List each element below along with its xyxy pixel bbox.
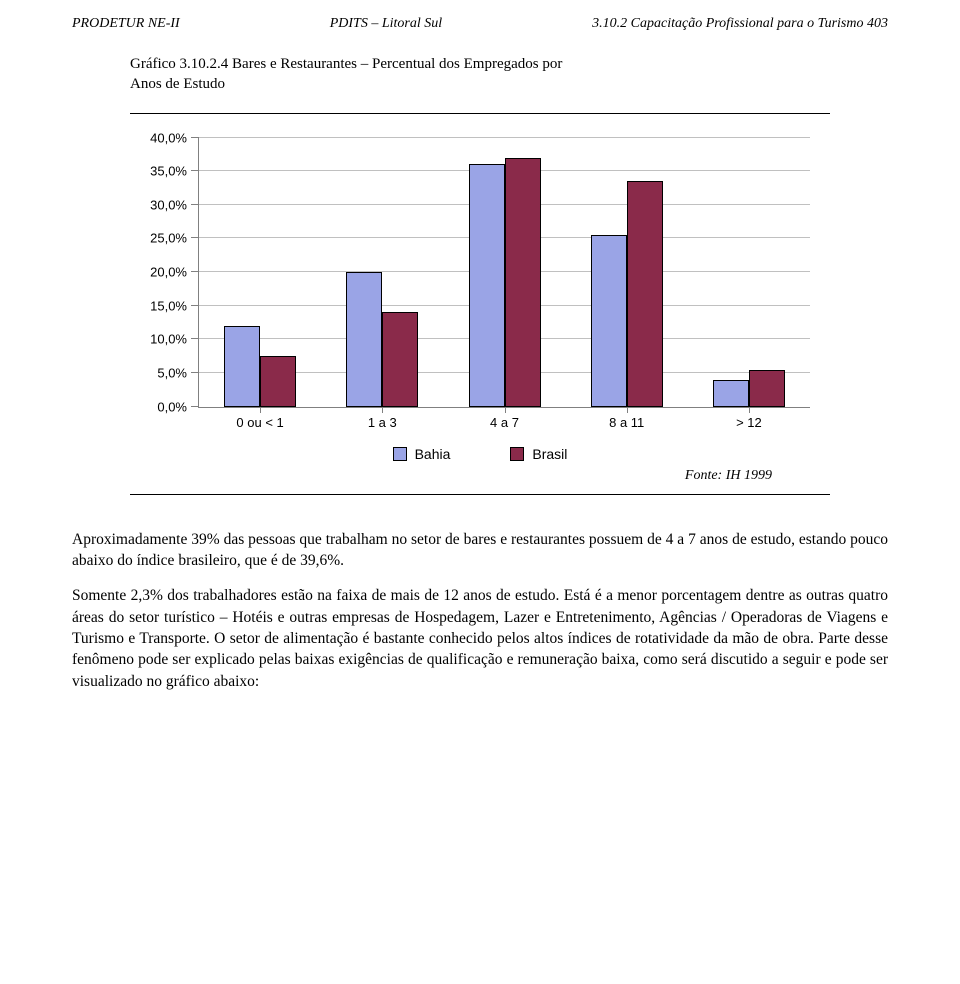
y-axis-label: 10,0% — [150, 332, 199, 347]
chart-source: Fonte: IH 1999 — [130, 468, 772, 484]
chart-frame: 0,0% 5,0% 10,0% 15,0% 20,0% 25,0% 30,0% 35,0% 40… — [130, 113, 830, 495]
bar-bahia — [346, 272, 382, 407]
bar-bahia — [713, 380, 749, 407]
header-center: PDITS – Litoral Sul — [180, 16, 592, 32]
legend-label-bahia: Bahia — [415, 446, 451, 462]
bar-bahia — [224, 326, 260, 407]
chart-outer: 0,0% 5,0% 10,0% 15,0% 20,0% 25,0% 30,0% 35,0% 40… — [130, 132, 830, 468]
legend-label-brasil: Brasil — [532, 446, 567, 462]
x-axis-label: > 12 — [736, 407, 762, 430]
paragraph-2: Somente 2,3% dos trabalhadores estão na … — [72, 585, 888, 692]
legend-item-bahia: Bahia — [393, 446, 451, 462]
x-axis-label: 0 ou < 1 — [236, 407, 283, 430]
y-axis-label: 25,0% — [150, 231, 199, 246]
bar-group: > 12 — [688, 138, 810, 407]
chart-title-line2: Anos de Estudo — [130, 76, 225, 92]
y-axis-label: 30,0% — [150, 197, 199, 212]
bars-row: 0 ou < 11 a 34 a 78 a 11> 12 — [199, 138, 810, 407]
x-axis-label: 4 a 7 — [490, 407, 519, 430]
bar-group: 8 a 11 — [566, 138, 688, 407]
legend-item-brasil: Brasil — [510, 446, 567, 462]
header-left: PRODETUR NE-II — [72, 16, 180, 32]
chart-legend: Bahia Brasil — [140, 446, 820, 462]
bar-brasil — [749, 370, 785, 407]
chart-title: Gráfico 3.10.2.4 Bares e Restaurantes – … — [130, 54, 690, 95]
bar-bahia — [469, 164, 505, 406]
paragraph-1: Aproximadamente 39% das pessoas que trab… — [72, 529, 888, 572]
y-axis-label: 35,0% — [150, 164, 199, 179]
bar-group: 1 a 3 — [321, 138, 443, 407]
x-axis-label: 8 a 11 — [609, 407, 644, 430]
bar-brasil — [627, 181, 663, 406]
chart-title-line1: Gráfico 3.10.2.4 Bares e Restaurantes – … — [130, 56, 562, 72]
bar-brasil — [382, 312, 418, 406]
y-axis-label: 0,0% — [157, 399, 199, 414]
bar-group: 0 ou < 1 — [199, 138, 321, 407]
legend-swatch-bahia — [393, 447, 407, 461]
bar-group: 4 a 7 — [443, 138, 565, 407]
header-right: 3.10.2 Capacitação Profissional para o T… — [592, 16, 888, 32]
y-axis-label: 5,0% — [157, 365, 199, 380]
chart-area: 0,0%5,0%10,0%15,0%20,0%25,0%30,0%35,0%40… — [198, 138, 810, 408]
bar-brasil — [260, 356, 296, 406]
page-header: PRODETUR NE-II PDITS – Litoral Sul 3.10.… — [72, 16, 888, 32]
bar-bahia — [591, 235, 627, 406]
x-axis-label: 1 a 3 — [368, 407, 397, 430]
legend-swatch-brasil — [510, 447, 524, 461]
y-axis-label: 15,0% — [150, 298, 199, 313]
y-axis-label: 20,0% — [150, 265, 199, 280]
y-axis-label: 40,0% — [150, 130, 199, 145]
body-text: Aproximadamente 39% das pessoas que trab… — [72, 529, 888, 693]
bar-brasil — [505, 158, 541, 407]
